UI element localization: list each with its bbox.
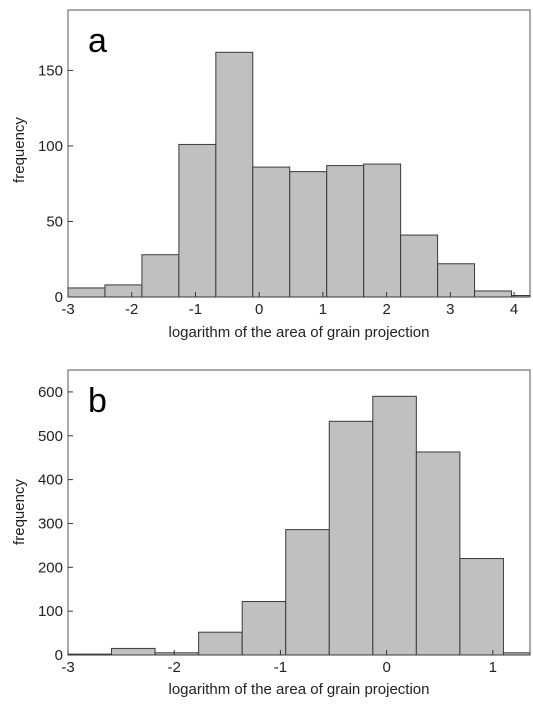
bars-b — [67, 395, 531, 656]
y-tick-label: 0 — [55, 289, 63, 306]
histogram-bar — [154, 652, 200, 656]
y-ticks-b: 0 100 200 300 400 500 600 — [38, 384, 73, 664]
histogram-bar — [328, 420, 374, 656]
histogram-bar — [400, 234, 439, 298]
bars-a — [67, 51, 531, 298]
histogram-bar — [104, 284, 143, 298]
x-tick-label: 4 — [510, 301, 518, 318]
histogram-bar — [111, 647, 156, 656]
histogram-bar — [141, 254, 180, 298]
x-ticks-b: -3 -2 -1 0 1 — [61, 650, 497, 676]
histogram-bar — [67, 653, 113, 656]
x-tick-label: 0 — [255, 301, 263, 318]
x-tick-label: -3 — [61, 659, 74, 676]
histogram-bar-tail — [502, 652, 531, 656]
histogram-bar — [363, 163, 402, 298]
histogram-bar-tail — [511, 294, 531, 298]
histogram-bar — [215, 51, 254, 298]
x-tick-label: -3 — [61, 301, 74, 318]
histogram-bar — [285, 529, 330, 656]
x-axis-label-b: logarithm of the area of grain projectio… — [169, 681, 430, 698]
x-tick-label: -2 — [168, 659, 181, 676]
x-tick-label: -1 — [274, 659, 287, 676]
y-tick-label: 100 — [38, 138, 63, 155]
y-tick-label: 0 — [55, 647, 63, 664]
histogram-bar — [474, 290, 513, 298]
histogram-bar — [241, 601, 287, 656]
histogram-bar — [198, 631, 243, 656]
x-tick-label: 2 — [382, 301, 390, 318]
histogram-bar — [326, 165, 365, 298]
panel-label-b: b — [88, 382, 107, 420]
y-tick-label: 500 — [38, 428, 63, 445]
histogram-bar — [178, 143, 217, 298]
x-ticks-a: -3 -2 -1 0 1 2 3 4 — [61, 292, 518, 318]
y-tick-label: 600 — [38, 384, 63, 401]
histogram-bar — [415, 451, 461, 656]
x-tick-label: 1 — [489, 659, 497, 676]
histogram-panel-a: -3 -2 -1 0 1 2 3 4 0 50 100 150 a logarithm of the… — [11, 9, 531, 341]
y-axis-label-a: frequency — [11, 117, 28, 183]
histogram-bar — [437, 263, 476, 298]
histogram-bar — [372, 395, 417, 656]
histogram-panel-b: -3 -2 -1 0 1 0 100 200 300 400 500 600 b logarithm… — [11, 369, 531, 698]
histogram-bar — [252, 166, 291, 298]
x-tick-label: 1 — [319, 301, 327, 318]
x-tick-label: 3 — [446, 301, 454, 318]
x-tick-label: 0 — [382, 659, 390, 676]
y-tick-label: 50 — [46, 213, 63, 230]
panel-label-a: a — [88, 22, 107, 60]
histogram-bar — [67, 287, 106, 298]
y-tick-label: 100 — [38, 603, 63, 620]
histogram-bar — [459, 558, 504, 656]
x-tick-label: -2 — [125, 301, 138, 318]
y-tick-label: 400 — [38, 472, 63, 489]
y-tick-label: 300 — [38, 515, 63, 532]
y-axis-label-b: frequency — [11, 479, 28, 545]
histogram-bar — [289, 171, 328, 298]
x-axis-label-a: logarithm of the area of grain projectio… — [169, 324, 430, 341]
y-ticks-a: 0 50 100 150 — [38, 62, 73, 306]
y-tick-label: 150 — [38, 62, 63, 79]
x-tick-label: -1 — [189, 301, 202, 318]
y-tick-label: 200 — [38, 559, 63, 576]
